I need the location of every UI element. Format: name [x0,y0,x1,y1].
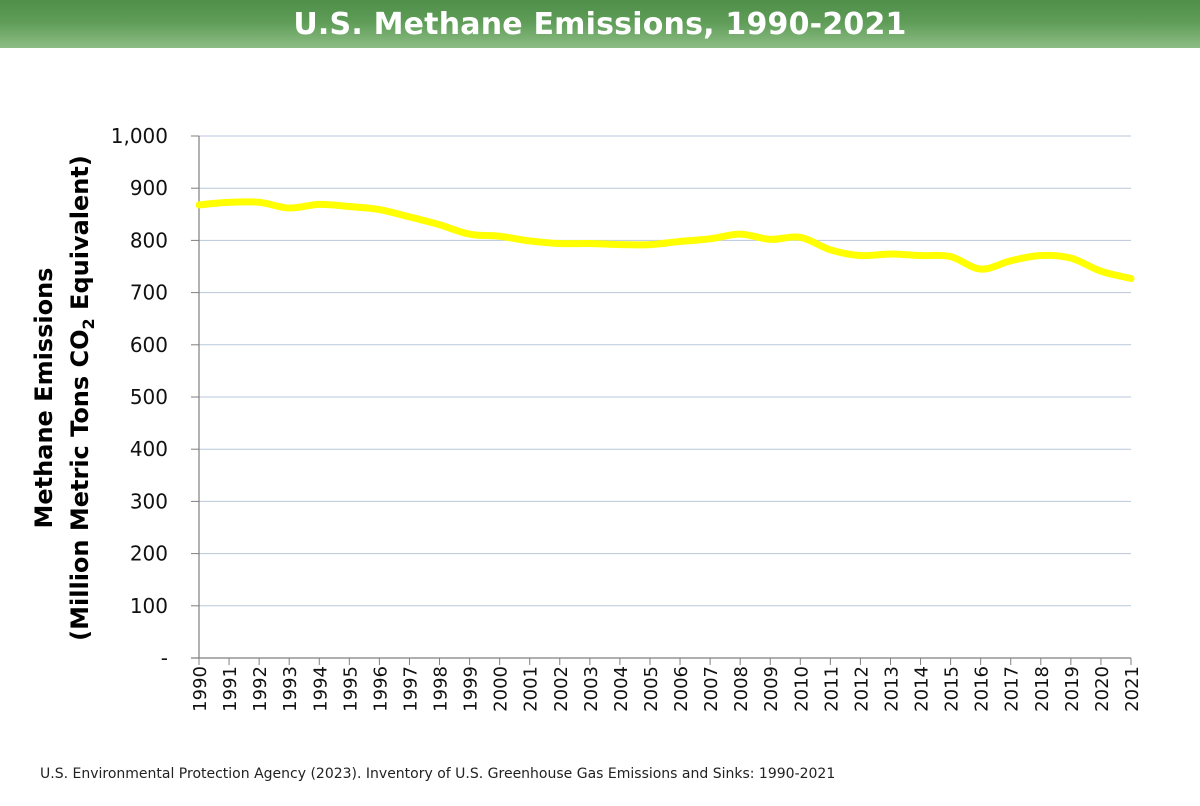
x-tick-label: 2018 [1032,666,1053,712]
x-tick-label: 1994 [310,666,331,712]
x-tick-label: 2010 [791,666,812,712]
source-citation: U.S. Environmental Protection Agency (20… [40,766,836,782]
series-group [195,198,1135,283]
x-tick-label: 2014 [912,666,933,712]
y-axis-label-units-post: Equivalent) [66,155,94,318]
series-line [195,198,1135,283]
x-tick-label: 2011 [821,666,842,712]
x-tick-labels: 1990 1991 1992 1993 1994 1995 1996 1997 1998 1999… [190,666,1143,712]
x-tick-label: 2005 [641,666,662,712]
x-tick-label: 1992 [250,666,271,712]
x-tick-label: 1991 [220,666,241,712]
x-tick-label: 1996 [370,666,391,712]
x-tick-label: 1993 [280,666,301,712]
x-tick-label: 2017 [1002,666,1023,712]
y-tick-label: 800 [130,228,168,252]
x-tick-label: 2006 [671,666,692,712]
x-tick-label: 2004 [611,666,632,712]
x-tick-label: 2020 [1092,666,1113,712]
y-axis-label-units: (Million Metric Tons CO2 Equivalent) [66,155,98,641]
x-tick-label: 2000 [491,666,512,712]
y-tick-label: 700 [130,281,168,305]
x-tick-label: 2012 [851,666,872,712]
x-tick-label: 2016 [972,666,993,712]
y-axis-label-units-pre: (Million Metric Tons CO [66,329,94,640]
y-tick-label: 1,000 [111,124,168,148]
y-tick-label: 200 [130,542,168,566]
y-tick-label: - [161,646,168,670]
axes [191,135,1132,665]
y-tick-labels: - 100 200 300 400 500 600 700 800 900 1,000 [111,124,168,670]
x-tick-label: 2013 [881,666,902,712]
x-tick-label: 1998 [431,666,452,712]
y-axis-label: Methane Emissions [30,268,58,529]
chart-title: U.S. Methane Emissions, 1990-2021 [293,6,907,42]
y-tick-label: 400 [130,437,168,461]
x-tick-label: 2001 [521,666,542,712]
x-tick-label: 2003 [581,666,602,712]
x-tick-label: 2015 [942,666,963,712]
x-tick-label: 2019 [1062,666,1083,712]
x-tick-label: 2007 [701,666,722,712]
y-tick-label: 600 [130,333,168,357]
x-tick-label: 1997 [400,666,421,712]
x-tick-label: 1990 [190,666,211,712]
x-tick-label: 2002 [551,666,572,712]
x-tick-label: 2021 [1122,666,1143,712]
y-tick-label: 100 [130,594,168,618]
y-tick-label: 900 [130,176,168,200]
x-tick-label: 2008 [731,666,752,712]
x-tick-label: 1999 [461,666,482,712]
y-axis-label-units-sub: 2 [79,318,98,329]
title-bar: U.S. Methane Emissions, 1990-2021 [0,0,1200,48]
x-tick-label: 2009 [761,666,782,712]
y-tick-label: 500 [130,385,168,409]
x-tick-label: 1995 [340,666,361,712]
y-tick-label: 300 [130,489,168,513]
